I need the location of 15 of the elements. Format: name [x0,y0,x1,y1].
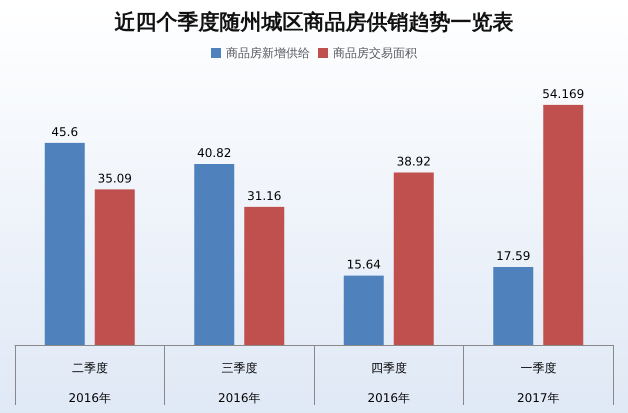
category-label: 一季度 2017年 [516,361,560,405]
chart-title: 近四个季度随州城区商品房供销趋势一览表 [114,9,514,34]
category-label: 三季度 2016年 [218,361,261,405]
data-label: 17.59 [496,249,530,264]
data-label: 35.09 [98,171,132,186]
data-label: 54.169 [542,86,584,101]
legend-label: 商品房交易面积 [333,46,417,60]
data-label: 45.6 [51,124,78,139]
data-label: 31.16 [247,188,282,203]
legend-label: 商品房新增供给 [226,46,310,60]
category-label: 二季度 2016年 [68,361,112,405]
data-label: 15.64 [346,258,381,272]
data-label: 38.92 [396,154,431,168]
category-label: 四季度 2016年 [367,361,410,405]
data-label: 40.82 [197,146,232,160]
